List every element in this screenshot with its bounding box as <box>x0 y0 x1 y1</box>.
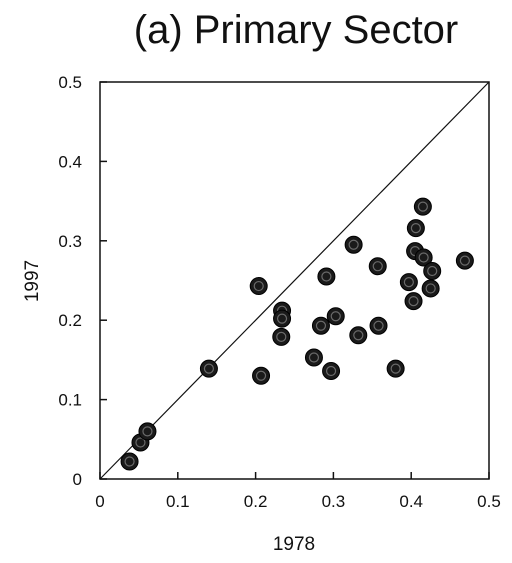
y-tick-label: 0.2 <box>58 311 82 330</box>
y-tick-label: 0 <box>73 470 82 489</box>
data-point <box>406 219 425 238</box>
data-points <box>120 197 474 471</box>
x-axis-ticks: 0 0.1 0.2 0.3 0.4 0.5 <box>95 472 501 511</box>
x-tick-label: 0.4 <box>399 492 423 511</box>
plot-border <box>99 81 490 480</box>
data-point <box>304 348 323 367</box>
y-axis-ticks: 0 0.1 0.2 0.3 0.4 0.5 <box>58 73 107 489</box>
data-point <box>272 327 291 346</box>
data-point <box>423 261 442 280</box>
y-tick-label: 0.1 <box>58 391 82 410</box>
x-tick-label: 0.1 <box>166 492 190 511</box>
data-point <box>349 326 368 345</box>
data-point <box>311 316 330 335</box>
x-tick-label: 0.5 <box>477 492 501 511</box>
x-axis-label: 1978 <box>273 534 315 555</box>
x-tick-label: 0 <box>95 492 104 511</box>
data-point <box>399 273 418 292</box>
data-point <box>368 257 387 276</box>
data-point <box>386 359 405 378</box>
data-point <box>369 316 388 335</box>
data-point <box>414 248 433 267</box>
data-point <box>252 366 271 385</box>
data-point <box>249 277 268 296</box>
chart-title: (a) Primary Sector <box>134 8 459 52</box>
y-axis-label: 1997 <box>22 260 43 302</box>
x-tick-label: 0.3 <box>322 492 346 511</box>
data-point <box>421 279 440 298</box>
data-point <box>326 307 345 326</box>
data-point <box>455 251 474 270</box>
plot-area <box>99 81 490 480</box>
x-tick-label: 0.2 <box>244 492 268 511</box>
data-point <box>273 309 292 328</box>
data-point <box>199 359 218 378</box>
data-point <box>413 197 432 216</box>
data-point <box>344 235 363 254</box>
data-point <box>120 452 139 471</box>
y-tick-label: 0.5 <box>58 73 82 92</box>
y-tick-label: 0.4 <box>58 152 82 171</box>
data-point <box>317 267 336 286</box>
data-point <box>138 422 157 441</box>
reference-diagonal-line <box>99 81 490 480</box>
data-point <box>404 292 423 311</box>
data-point <box>322 362 341 381</box>
y-tick-label: 0.3 <box>58 232 82 251</box>
